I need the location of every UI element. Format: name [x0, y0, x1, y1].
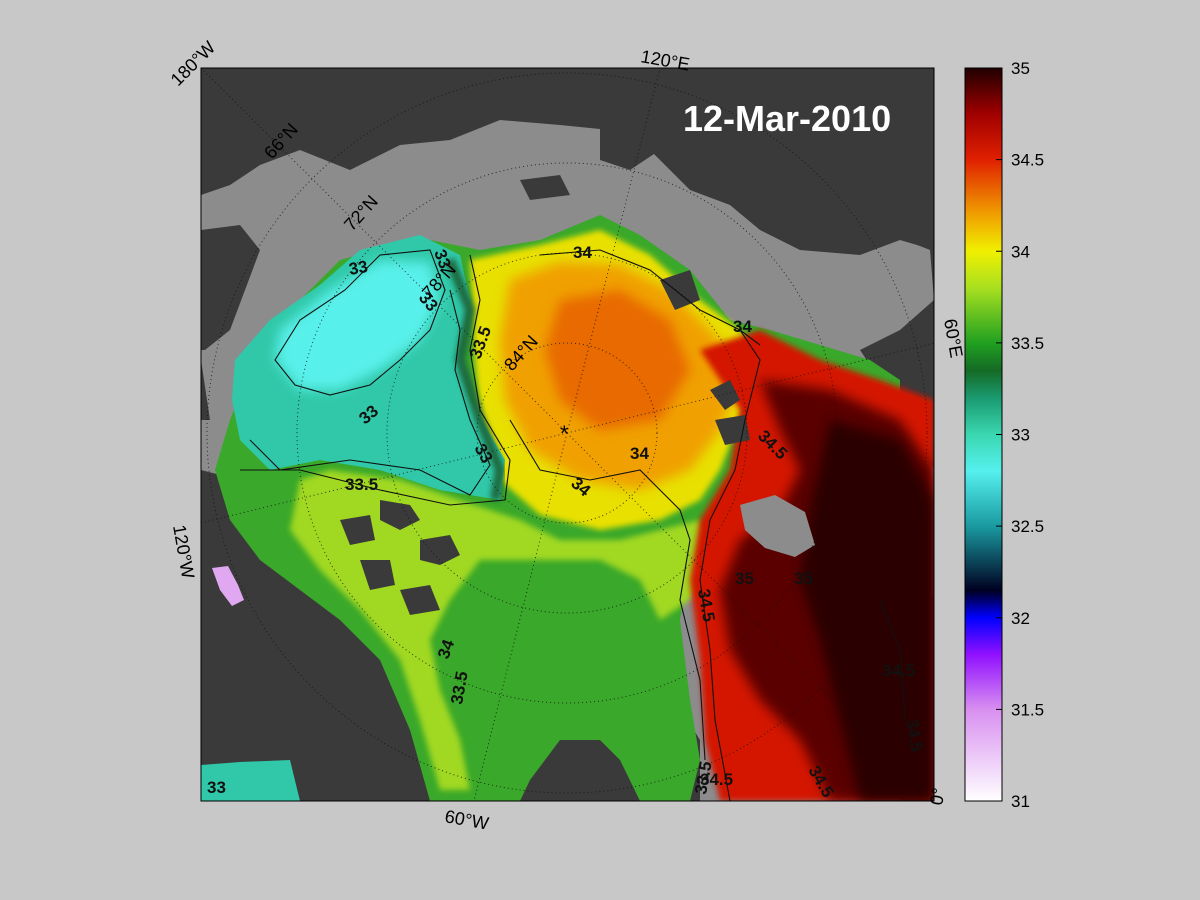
contour-33.5 [240, 254, 511, 506]
salinity-35-core [800, 420, 934, 801]
salinity-34.3-core [545, 290, 690, 430]
colorbar-tick-label: 34 [1011, 242, 1030, 261]
colorbar-tick-label: 34.5 [1011, 151, 1044, 170]
contour-label: 33 [207, 778, 226, 797]
siberia-land [201, 68, 934, 255]
svalbard-island [740, 495, 815, 557]
lon-label-60w: 60°W [443, 806, 490, 833]
contour-33b [249, 289, 491, 496]
contour-label: 33.5 [345, 475, 378, 494]
lon-label-120w: 120°W [169, 523, 198, 580]
contour-lines [240, 249, 906, 801]
colorbar-tick-label: 33.5 [1011, 334, 1044, 353]
contour-label: 34 [573, 243, 592, 262]
colorbar-tick-label: 32 [1011, 609, 1030, 628]
lon-label-0: 0° [926, 786, 949, 806]
contour-label: 34.5 [700, 770, 733, 789]
contour-34.5b [879, 599, 906, 721]
contour-label: 34 [630, 444, 649, 463]
alaska-land [201, 225, 260, 350]
north-pole-marker: * [560, 421, 569, 446]
colorbar-ticks: 35 34.5 34 33.5 33 32.5 32 31.5 31 [996, 59, 1044, 811]
colorbar-tick-label: 35 [1011, 59, 1030, 78]
map-frame [200, 67, 935, 802]
salinity-32.8-region [275, 260, 440, 390]
salinity-field [201, 215, 934, 801]
colorbar-tick-label: 33 [1011, 426, 1030, 445]
graticule [201, 68, 934, 801]
salinity-33.2-band [445, 258, 506, 501]
contour-34.5 [699, 329, 761, 801]
date-label: 12-Mar-2010 [683, 98, 891, 139]
colorbar-tick-label: 32.5 [1011, 517, 1044, 536]
contour-label: 34 [733, 317, 752, 336]
salinity-33-sw-patch [201, 760, 300, 801]
islands [340, 115, 750, 615]
contour-label: 33 [347, 257, 369, 279]
salinity-31.5-patch [212, 566, 244, 606]
salinity-33.8-region [290, 470, 720, 790]
contour-33 [274, 249, 446, 396]
colorbar: 35 34.5 34 33.5 33 32.5 32 31.5 31 [964, 59, 1044, 811]
map-panel: * 66°N 72°N 78°N 84°N 33 33 33 33 33 33 … [201, 68, 934, 801]
contour-label: 35 [794, 569, 813, 588]
contour-label: 34.5 [882, 661, 915, 680]
colorbar-tick-label: 31 [1011, 792, 1030, 811]
contour-label: 35 [735, 569, 754, 588]
colorbar-tick-label: 31.5 [1011, 700, 1044, 719]
contour-34 [509, 249, 761, 761]
lon-label-60e: 60°E [940, 317, 967, 359]
